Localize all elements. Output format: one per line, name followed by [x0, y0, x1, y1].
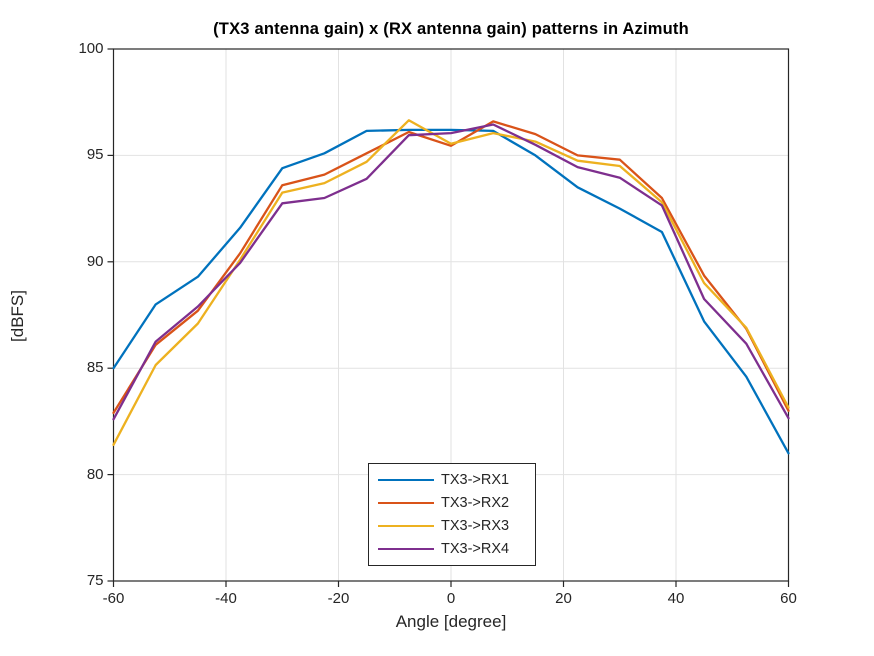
y-tick-label: 95 [86, 146, 104, 164]
x-tick-label: 0 [446, 590, 456, 607]
series-line-TX3->RX1 [112, 128, 790, 455]
x-tick-label: -60 [102, 590, 125, 607]
chart-title: (TX3 antenna gain) x (RX antenna gain) p… [213, 20, 689, 38]
y-axis-label: [dBFS] [8, 290, 27, 342]
series-line-TX3->RX2 [112, 120, 790, 415]
series-line-TX3->RX4 [112, 123, 790, 421]
legend-item: TX3->RX4 [378, 541, 535, 557]
x-tick-label: 20 [555, 590, 572, 607]
legend-line-sample [378, 501, 434, 504]
legend-label: TX3->RX1 [441, 471, 510, 488]
legend-item: TX3->RX1 [378, 472, 535, 488]
legend-item: TX3->RX2 [378, 495, 535, 511]
legend-line-sample [378, 548, 434, 551]
x-tick-label: 40 [667, 590, 685, 607]
y-tick-label: 100 [78, 40, 104, 57]
legend: TX3->RX1 TX3->RX2 TX3->RX3 TX3->RX4 [368, 463, 536, 566]
legend-label: TX3->RX2 [441, 494, 510, 511]
y-tick-label: 80 [86, 465, 104, 483]
legend-line-sample [378, 478, 434, 481]
x-tick-label: -40 [215, 590, 237, 607]
x-axis-label: Angle [degree] [395, 612, 507, 631]
y-tick-label: 85 [86, 359, 104, 377]
x-tick-label: -20 [327, 590, 350, 607]
legend-label: TX3->RX3 [441, 518, 510, 535]
legend-line-sample [378, 525, 434, 528]
legend-label: TX3->RX4 [441, 541, 510, 558]
y-tick-label: 90 [86, 252, 104, 270]
y-tick-label: 75 [86, 572, 104, 589]
legend-item: TX3->RX3 [378, 518, 535, 534]
x-tick-label: 60 [780, 590, 797, 607]
series-line-TX3->RX3 [112, 119, 790, 446]
